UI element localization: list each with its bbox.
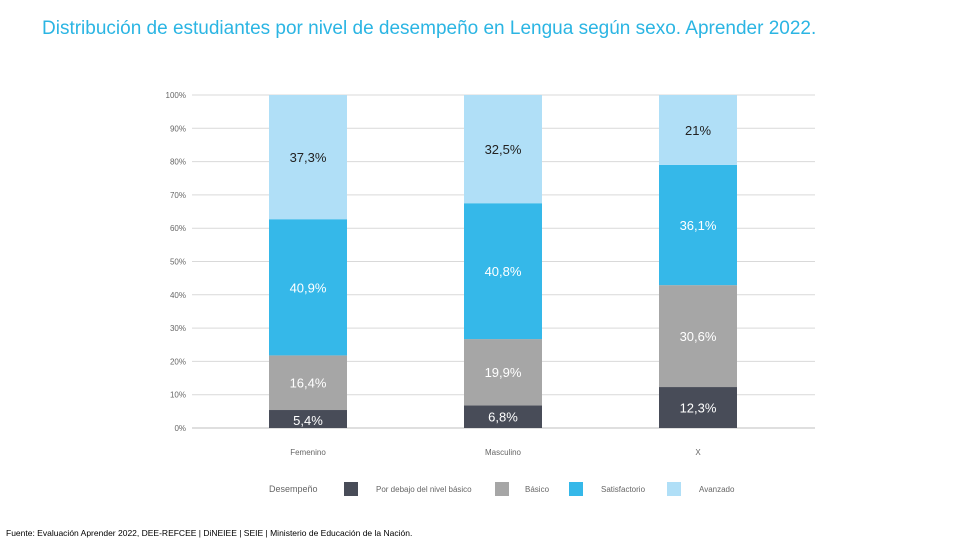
bar-segment-x-3 bbox=[659, 95, 737, 165]
y-tick-label: 20% bbox=[170, 357, 186, 366]
bar-segment-masculino-2 bbox=[464, 203, 542, 340]
y-tick-label: 70% bbox=[170, 191, 186, 200]
source-note: Fuente: Evaluación Aprender 2022, DEE-RE… bbox=[6, 528, 413, 538]
data-label: 19,9% bbox=[485, 365, 522, 380]
legend-label: Básico bbox=[525, 485, 550, 494]
x-category-label: Femenino bbox=[290, 448, 326, 457]
y-tick-label: 30% bbox=[170, 324, 186, 333]
legend-swatch bbox=[344, 482, 358, 496]
x-category-label: Masculino bbox=[485, 448, 522, 457]
legend-title: Desempeño bbox=[269, 484, 318, 494]
data-label: 12,3% bbox=[680, 401, 717, 416]
y-tick-label: 10% bbox=[170, 391, 186, 400]
data-label: 6,8% bbox=[488, 410, 518, 425]
bar-segment-femenino-2 bbox=[269, 219, 347, 356]
bar-segment-x-1 bbox=[659, 285, 737, 388]
data-label: 40,9% bbox=[290, 280, 327, 295]
y-tick-label: 60% bbox=[170, 224, 186, 233]
data-label: 5,4% bbox=[293, 413, 323, 428]
y-tick-label: 100% bbox=[166, 91, 186, 100]
y-tick-label: 80% bbox=[170, 158, 186, 167]
data-label: 37,3% bbox=[290, 150, 327, 165]
legend-label: Por debajo del nivel básico bbox=[376, 485, 472, 494]
x-category-label: X bbox=[695, 448, 701, 457]
bar-segment-masculino-0 bbox=[464, 405, 542, 428]
data-label: 32,5% bbox=[485, 142, 522, 157]
data-label: 30,6% bbox=[680, 329, 717, 344]
legend-swatch bbox=[495, 482, 509, 496]
legend-swatch bbox=[569, 482, 583, 496]
bar-segment-femenino-0 bbox=[269, 410, 347, 428]
data-label: 40,8% bbox=[485, 264, 522, 279]
bar-segment-x-2 bbox=[659, 164, 737, 286]
bar-segment-femenino-3 bbox=[269, 95, 347, 220]
legend-label: Avanzado bbox=[699, 485, 735, 494]
data-label: 16,4% bbox=[290, 376, 327, 391]
legend-label: Satisfactorio bbox=[601, 485, 646, 494]
bar-segment-masculino-3 bbox=[464, 95, 542, 204]
data-label: 36,1% bbox=[680, 218, 717, 233]
y-tick-label: 40% bbox=[170, 291, 186, 300]
y-tick-label: 50% bbox=[170, 258, 186, 267]
bar-segment-masculino-1 bbox=[464, 339, 542, 406]
legend-swatch bbox=[667, 482, 681, 496]
bar-segment-x-0 bbox=[659, 387, 737, 428]
y-tick-label: 90% bbox=[170, 124, 186, 133]
chart-title: Distribución de estudiantes por nivel de… bbox=[42, 18, 817, 39]
y-tick-label: 0% bbox=[174, 424, 186, 433]
bar-segment-femenino-1 bbox=[269, 355, 347, 411]
data-label: 21% bbox=[685, 123, 711, 138]
